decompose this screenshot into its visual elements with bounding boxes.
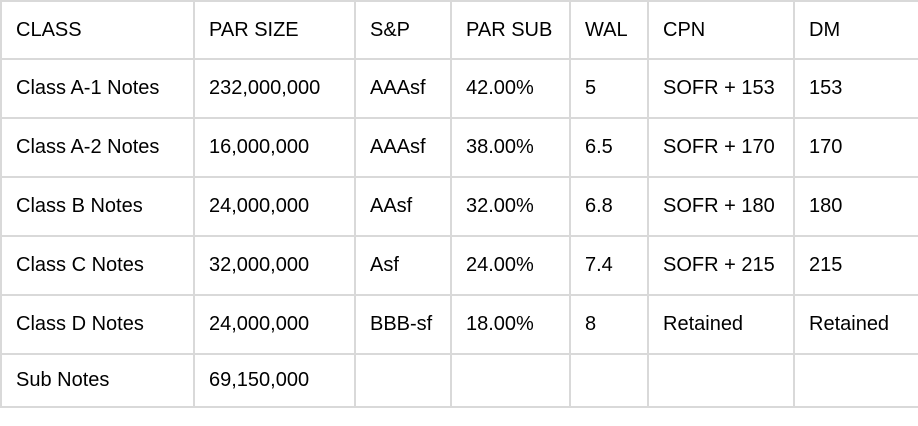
table-row-class-a1: Class A-1 Notes 232,000,000 AAAsf 42.00%… bbox=[0, 58, 918, 119]
cell-wal: 8 bbox=[569, 294, 649, 355]
cell-dm: 153 bbox=[793, 58, 918, 119]
cell-class: Class A-1 Notes bbox=[0, 58, 195, 119]
cell-par-sub: 24.00% bbox=[450, 235, 571, 296]
cell-wal: 6.8 bbox=[569, 176, 649, 237]
cell-wal: 7.4 bbox=[569, 235, 649, 296]
cell-par-size: 69,150,000 bbox=[193, 353, 356, 408]
cell-class: Class D Notes bbox=[0, 294, 195, 355]
capital-structure-table: CLASS PAR SIZE S&P PAR SUB WAL CPN DM Cl… bbox=[0, 0, 918, 408]
cell-cpn: SOFR + 153 bbox=[647, 58, 795, 119]
cell-par-sub: 38.00% bbox=[450, 117, 571, 178]
cell-dm: 170 bbox=[793, 117, 918, 178]
column-header-cpn: CPN bbox=[647, 0, 795, 60]
cell-par-sub: 32.00% bbox=[450, 176, 571, 237]
cell-dm: 215 bbox=[793, 235, 918, 296]
cell-par-sub: 18.00% bbox=[450, 294, 571, 355]
column-header-par-sub: PAR SUB bbox=[450, 0, 571, 60]
cell-class: Sub Notes bbox=[0, 353, 195, 408]
table-row-sub-notes: Sub Notes 69,150,000 bbox=[0, 353, 918, 408]
column-header-sp: S&P bbox=[354, 0, 452, 60]
cell-par-size: 32,000,000 bbox=[193, 235, 356, 296]
cell-cpn: SOFR + 170 bbox=[647, 117, 795, 178]
table-header-row: CLASS PAR SIZE S&P PAR SUB WAL CPN DM bbox=[0, 0, 918, 60]
cell-wal: 5 bbox=[569, 58, 649, 119]
table-row-class-d: Class D Notes 24,000,000 BBB-sf 18.00% 8… bbox=[0, 294, 918, 355]
cell-sp: AAsf bbox=[354, 176, 452, 237]
cell-par-size: 24,000,000 bbox=[193, 176, 356, 237]
cell-cpn: SOFR + 215 bbox=[647, 235, 795, 296]
table-row-class-c: Class C Notes 32,000,000 Asf 24.00% 7.4 … bbox=[0, 235, 918, 296]
cell-sp: AAAsf bbox=[354, 117, 452, 178]
cell-wal bbox=[569, 353, 649, 408]
cell-par-size: 16,000,000 bbox=[193, 117, 356, 178]
cell-cpn: Retained bbox=[647, 294, 795, 355]
cell-cpn bbox=[647, 353, 795, 408]
cell-dm bbox=[793, 353, 918, 408]
cell-cpn: SOFR + 180 bbox=[647, 176, 795, 237]
table-row-class-b: Class B Notes 24,000,000 AAsf 32.00% 6.8… bbox=[0, 176, 918, 237]
cell-class: Class A-2 Notes bbox=[0, 117, 195, 178]
cell-sp: BBB-sf bbox=[354, 294, 452, 355]
cell-par-sub bbox=[450, 353, 571, 408]
column-header-dm: DM bbox=[793, 0, 918, 60]
cell-sp: Asf bbox=[354, 235, 452, 296]
table-row-class-a2: Class A-2 Notes 16,000,000 AAAsf 38.00% … bbox=[0, 117, 918, 178]
cell-par-sub: 42.00% bbox=[450, 58, 571, 119]
cell-par-size: 24,000,000 bbox=[193, 294, 356, 355]
column-header-par-size: PAR SIZE bbox=[193, 0, 356, 60]
cell-class: Class B Notes bbox=[0, 176, 195, 237]
column-header-class: CLASS bbox=[0, 0, 195, 60]
cell-dm: 180 bbox=[793, 176, 918, 237]
cell-sp: AAAsf bbox=[354, 58, 452, 119]
cell-par-size: 232,000,000 bbox=[193, 58, 356, 119]
cell-dm: Retained bbox=[793, 294, 918, 355]
cell-wal: 6.5 bbox=[569, 117, 649, 178]
column-header-wal: WAL bbox=[569, 0, 649, 60]
cell-sp bbox=[354, 353, 452, 408]
cell-class: Class C Notes bbox=[0, 235, 195, 296]
